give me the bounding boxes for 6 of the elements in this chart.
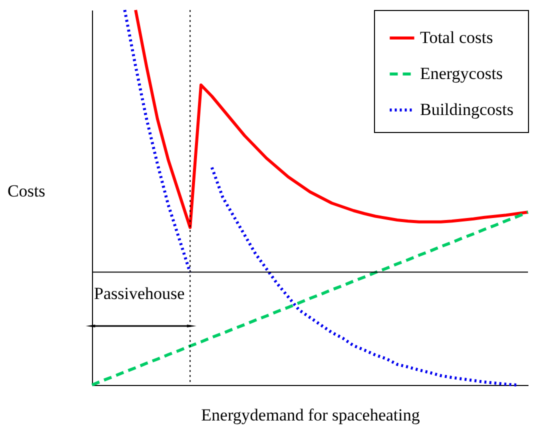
legend-label: Total costs bbox=[420, 28, 493, 47]
annotation: Passivehouse bbox=[94, 284, 185, 304]
legend-label: Energycosts bbox=[420, 64, 503, 83]
x-axis-title: Energydemand for spaceheating bbox=[201, 406, 420, 424]
y-axis-title: Costs bbox=[8, 182, 46, 200]
legend-label: Buildingcosts bbox=[420, 100, 514, 119]
